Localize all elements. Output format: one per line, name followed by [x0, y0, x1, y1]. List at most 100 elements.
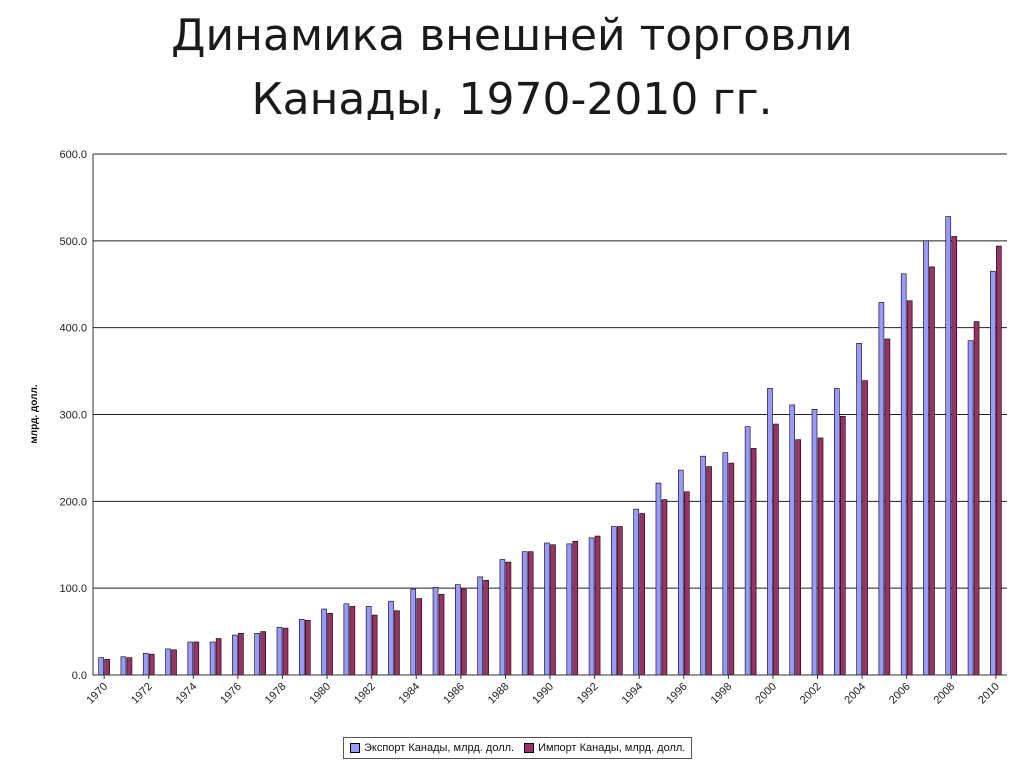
bar-export — [499, 559, 506, 676]
x-tick-label: 2008 — [932, 681, 958, 707]
bar-export — [856, 342, 862, 676]
legend-item-import: Импорт Канады, млрд. долл. — [524, 742, 685, 754]
x-tick-label: 1982 — [352, 681, 378, 707]
x-tick-label: 2004 — [842, 681, 868, 707]
bars — [98, 216, 1002, 676]
x-tick-label: 1976 — [218, 681, 244, 707]
x-tick-label: 1978 — [263, 681, 289, 707]
bar-import — [282, 627, 289, 676]
bar-import — [817, 437, 824, 676]
x-tick-label: 2010 — [976, 681, 1002, 707]
bar-export — [432, 586, 439, 676]
bar-export — [165, 648, 171, 676]
bar-export — [900, 273, 907, 676]
legend-label-import: Импорт Канады, млрд. долл. — [538, 742, 686, 754]
bar-import — [126, 657, 133, 676]
x-tick-label: 1992 — [575, 681, 601, 707]
bar-import — [148, 653, 155, 676]
bar-export — [455, 584, 461, 676]
bar-export — [544, 542, 550, 676]
bar-import — [304, 619, 311, 676]
bar-export — [321, 608, 327, 676]
bar-import — [461, 588, 467, 676]
x-tick-label: 1990 — [530, 681, 556, 707]
y-tick-label: 100.0 — [59, 583, 87, 595]
bar-export — [789, 404, 796, 676]
bar-import — [706, 466, 712, 676]
bar-export — [744, 426, 751, 676]
bar-import — [862, 380, 868, 676]
bar-export — [767, 388, 773, 676]
bar-export — [209, 641, 216, 676]
y-axis-title: млрд. долл. — [29, 384, 40, 443]
bar-export — [254, 633, 260, 676]
bar-import — [349, 606, 356, 676]
x-tick-label: 1986 — [441, 681, 467, 707]
bar-export — [343, 603, 350, 676]
bar-export — [655, 482, 662, 676]
x-tick-label: 1972 — [129, 681, 155, 707]
x-tick-label: 2002 — [798, 681, 824, 707]
bar-import — [661, 499, 668, 676]
x-tick-label: 2000 — [753, 681, 779, 707]
bar-import — [238, 633, 244, 676]
x-tick-label: 1996 — [664, 681, 690, 707]
x-tick-label: 1980 — [307, 681, 333, 707]
x-tick-label: 1998 — [709, 681, 735, 707]
legend-swatch-export — [350, 743, 360, 753]
gridlines — [93, 153, 1007, 589]
bar-export — [677, 469, 684, 676]
bar-import — [394, 610, 400, 676]
bar-export — [477, 576, 483, 676]
y-axis-ticks: 0.0 100.0 200.0 300.0 400.0 500.0 600.0 — [59, 149, 87, 682]
legend-label-export: Экспорт Канады, млрд. долл. — [364, 742, 515, 754]
bar-export — [142, 652, 149, 676]
bar-import — [639, 513, 645, 676]
chart-legend: Экспорт Канады, млрд. долл. Импорт Канад… — [343, 737, 693, 759]
bar-import — [327, 613, 333, 676]
legend-item-export: Экспорт Канады, млрд. долл. — [350, 742, 514, 754]
bar-export — [834, 388, 840, 676]
bar-export — [633, 508, 639, 676]
bar-import — [840, 415, 846, 676]
y-tick-label: 0.0 — [72, 670, 87, 682]
bar-import — [171, 649, 177, 676]
slide-title: Динамика внешней торговли Канады, 1970-2… — [0, 4, 1024, 132]
x-tick-label: 1994 — [619, 681, 645, 707]
y-tick-label: 500.0 — [59, 236, 87, 248]
y-tick-label: 600.0 — [59, 149, 87, 161]
bar-export — [410, 588, 417, 676]
bar-import — [773, 423, 779, 676]
title-line-1: Динамика внешней торговли — [171, 10, 853, 61]
bar-import — [483, 580, 489, 676]
y-tick-label: 400.0 — [59, 323, 87, 335]
x-tick-label: 1988 — [486, 681, 512, 707]
bar-import — [906, 300, 913, 676]
bar-import — [505, 561, 512, 676]
bar-export — [990, 270, 996, 676]
bar-import — [104, 659, 110, 676]
bar-import — [550, 544, 556, 676]
x-tick-label: 1984 — [397, 681, 423, 707]
bar-import — [527, 551, 534, 676]
legend-swatch-import — [524, 743, 535, 753]
bar-import — [951, 236, 958, 676]
bar-import — [683, 491, 690, 676]
bar-import — [438, 593, 445, 676]
y-tick-label: 300.0 — [59, 410, 87, 422]
bar-export — [945, 216, 952, 676]
bar-import — [215, 638, 222, 676]
bar-export — [298, 619, 305, 676]
x-tick-label: 1970 — [84, 681, 110, 707]
bar-export — [588, 537, 595, 676]
x-tick-label: 1974 — [174, 681, 200, 707]
bar-import — [617, 526, 623, 676]
bar-import — [996, 245, 1002, 676]
bar-import — [193, 641, 200, 676]
bar-export — [878, 302, 885, 676]
bar-export — [120, 656, 127, 676]
bar-export — [388, 600, 394, 676]
bar-export — [566, 543, 573, 676]
bar-import — [728, 462, 735, 676]
